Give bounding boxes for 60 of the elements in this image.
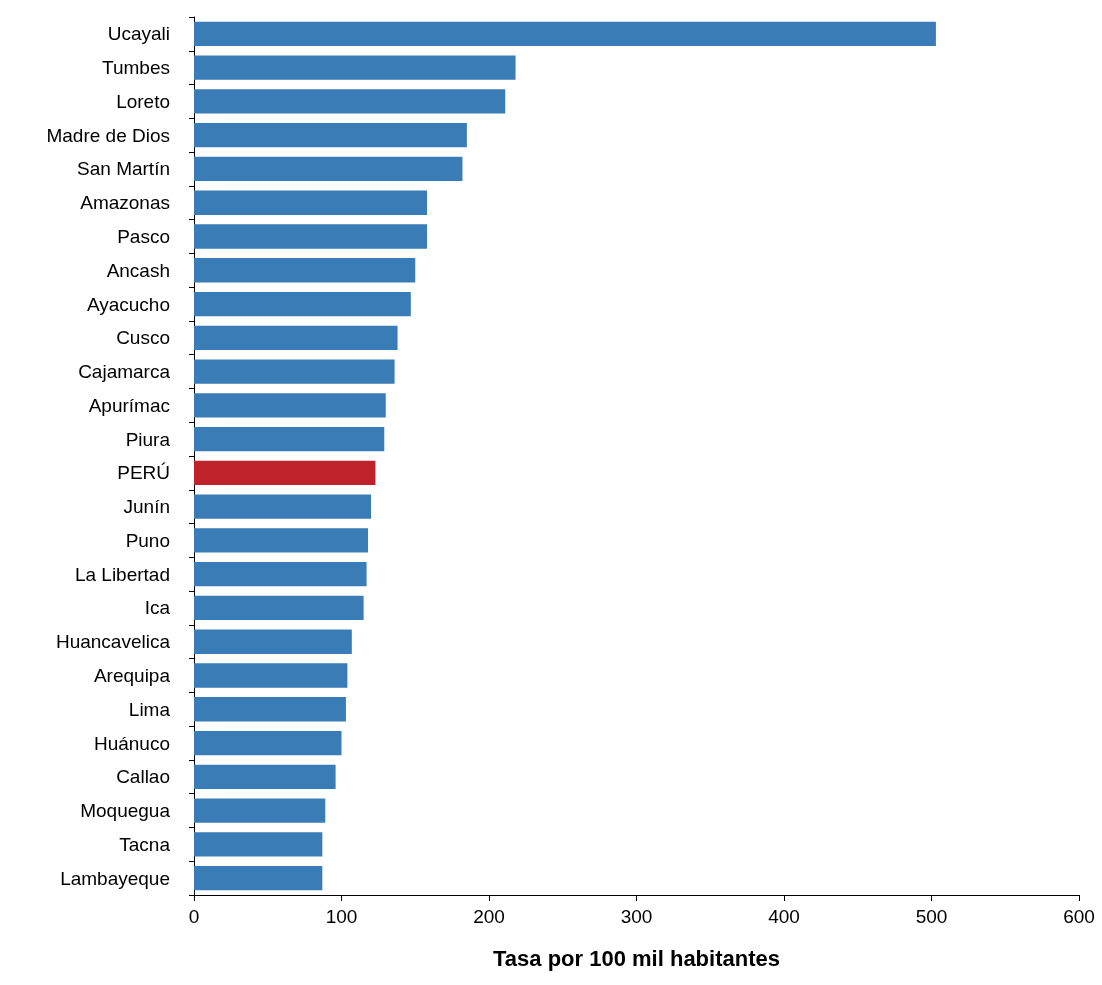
y-tick-label: Arequipa [93, 665, 171, 686]
bar [194, 663, 348, 688]
y-tick-label: Loreto [116, 90, 170, 112]
bar [194, 629, 352, 654]
bar [194, 764, 336, 789]
bar [194, 291, 411, 317]
bar [194, 190, 428, 215]
bar [194, 528, 369, 553]
y-tick-label: Ucayali [107, 23, 170, 45]
bar [194, 325, 398, 350]
y-tick-label: Callao [116, 766, 170, 788]
x-axis-title: Tasa por 100 mil habitantes [493, 945, 780, 971]
bar [194, 798, 326, 823]
x-tick-label: 400 [768, 906, 800, 927]
y-tick-label: Pasco [117, 226, 170, 247]
bar [194, 865, 323, 891]
x-tick-label: 500 [915, 906, 948, 927]
bar [194, 426, 385, 452]
y-tick-label: Cajamarca [78, 361, 171, 383]
y-tick-label: Lima [128, 698, 171, 720]
y-tick-label: Lambayeque [60, 867, 170, 889]
bar [194, 494, 371, 519]
bar [194, 123, 467, 148]
y-tick-label: Piura [125, 428, 171, 450]
y-tick-label: Junín [123, 496, 170, 518]
bar [194, 562, 367, 587]
y-tick-label: Tacna [119, 833, 171, 855]
y-tick-label: San Martín [77, 158, 170, 180]
bar [194, 156, 463, 182]
bar [194, 393, 386, 418]
y-tick-label: Ayacucho [86, 293, 170, 315]
y-tick-label: La Libertad [74, 563, 170, 585]
y-tick-label: Moquegua [80, 800, 171, 822]
y-tick-label: Apurímac [88, 394, 170, 416]
y-tick-label: Tumbes [102, 57, 170, 79]
bar [194, 258, 416, 283]
y-tick-label: PERÚ [117, 462, 170, 484]
bar [194, 55, 516, 80]
bar [194, 460, 376, 486]
bar [194, 89, 506, 114]
bar [194, 697, 346, 722]
y-tick-label: Puno [125, 529, 170, 551]
bar [194, 595, 364, 621]
y-tick-label: Madre de Dios [46, 124, 170, 146]
x-tick-label: 0 [188, 906, 200, 927]
bar [194, 730, 342, 756]
x-tick-label: 300 [620, 906, 653, 927]
y-tick-label: Cusco [116, 327, 170, 349]
bar [194, 832, 323, 857]
x-tick-label: 600 [1063, 906, 1095, 927]
x-tick-label: 200 [473, 906, 505, 927]
x-tick-label: 100 [325, 906, 358, 927]
bar [194, 359, 395, 384]
bar [194, 224, 428, 249]
y-tick-label: Huánuco [93, 732, 170, 754]
y-tick-label: Ica [144, 597, 171, 619]
y-tick-label: Huancavelica [55, 631, 171, 653]
y-tick-label: Amazonas [80, 192, 170, 214]
bar [194, 21, 936, 47]
y-tick-label: Ancash [106, 259, 170, 281]
